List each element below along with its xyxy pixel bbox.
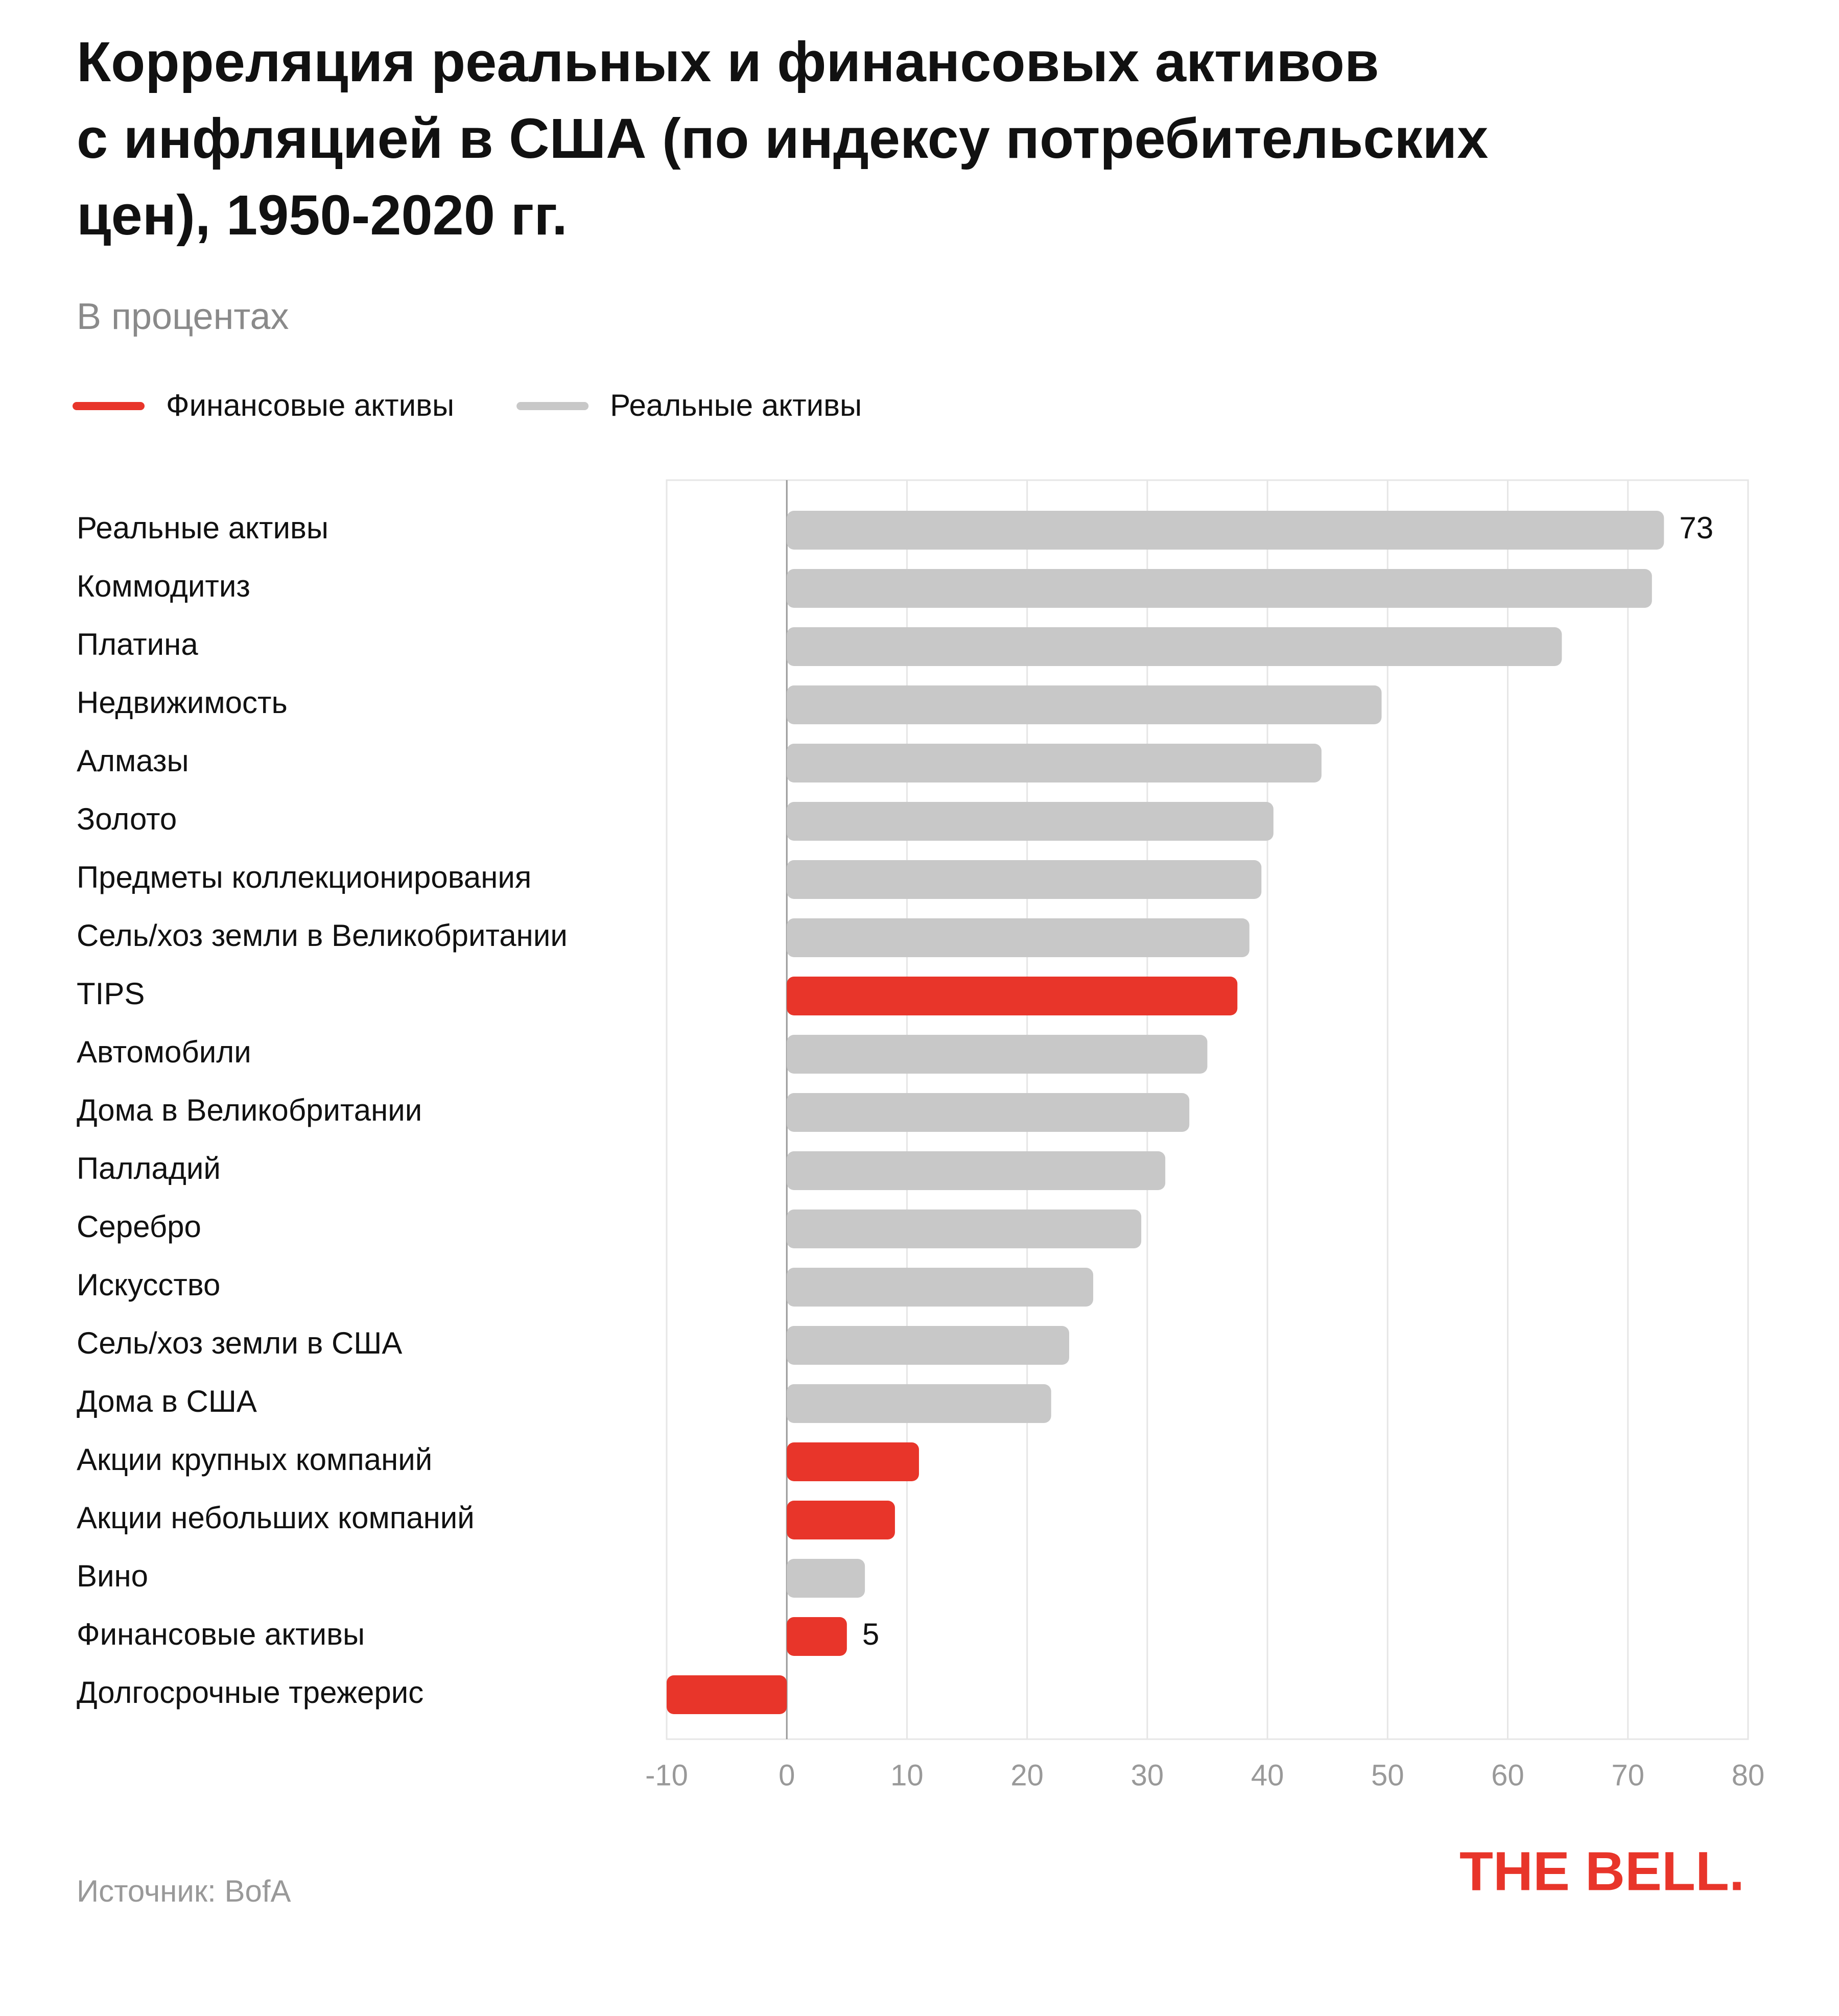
subtitle: В процентах (77, 296, 289, 337)
logo: THE BELL. (1459, 1840, 1744, 1902)
y-tick-label: TIPS (77, 977, 145, 1011)
y-tick-label: Золото (77, 802, 177, 836)
y-tick-label: Сель/хоз земли в США (77, 1326, 402, 1360)
y-tick-label: Недвижимость (77, 685, 288, 720)
chart-title: цен), 1950-2020 гг. (77, 184, 568, 247)
y-tick-label: Коммодитиз (77, 569, 250, 603)
y-tick-label: Автомобили (77, 1035, 251, 1069)
y-tick-label: Серебро (77, 1209, 201, 1244)
bar (787, 977, 1238, 1015)
x-tick-label: 40 (1251, 1759, 1284, 1792)
x-tick-label: 0 (779, 1759, 795, 1792)
bar (787, 627, 1562, 666)
y-tick-label: Дома в США (77, 1384, 257, 1418)
y-tick-label: Палладий (77, 1151, 221, 1185)
source: Источник: BofA (77, 1874, 291, 1908)
bar (787, 1268, 1094, 1307)
value-label: 5 (862, 1617, 879, 1651)
x-tick-label: 60 (1491, 1759, 1524, 1792)
y-tick-label: Платина (77, 627, 198, 661)
y-tick-label: Предметы коллекционирования (77, 860, 531, 894)
x-tick-label: 30 (1131, 1759, 1164, 1792)
y-tick-label: Долгосрочные трежерис (77, 1675, 423, 1710)
y-tick-label: Сель/хоз земли в Великобритании (77, 918, 568, 953)
chart-title: с инфляцией в США (по индексу потребител… (77, 107, 1488, 170)
value-label: 73 (1679, 511, 1713, 545)
x-tick-label: 80 (1732, 1759, 1765, 1792)
legend-label: Финансовые активы (166, 388, 454, 422)
x-tick-label: 50 (1371, 1759, 1404, 1792)
y-tick-label: Вино (77, 1559, 148, 1593)
x-tick-label: -10 (645, 1759, 688, 1792)
y-tick-label: Акции крупных компаний (77, 1442, 432, 1477)
legend-label: Реальные активы (610, 388, 862, 422)
bar (787, 511, 1664, 550)
x-tick-label: 70 (1612, 1759, 1645, 1792)
bar (787, 802, 1274, 841)
bar (787, 744, 1322, 782)
bar (787, 685, 1382, 724)
y-tick-label: Алмазы (77, 744, 189, 778)
x-tick-label: 10 (890, 1759, 924, 1792)
y-tick-label: Дома в Великобритании (77, 1093, 422, 1127)
bar (787, 918, 1249, 957)
chart-title: Корреляция реальных и финансовых активов (77, 31, 1379, 93)
y-tick-label: Реальные активы (77, 511, 328, 545)
y-tick-label: Финансовые активы (77, 1617, 365, 1651)
x-tick-label: 20 (1010, 1759, 1044, 1792)
bar (787, 1442, 919, 1481)
bar (787, 569, 1652, 608)
bar (787, 1501, 895, 1539)
bar (787, 1384, 1051, 1423)
y-tick-label: Акции небольших компаний (77, 1501, 475, 1535)
bar (787, 1209, 1142, 1248)
bar (787, 1035, 1208, 1074)
bar (787, 1617, 847, 1656)
bar (787, 860, 1262, 899)
bar (787, 1326, 1069, 1365)
bar (787, 1151, 1166, 1190)
bar (787, 1093, 1190, 1132)
bar (667, 1675, 787, 1714)
bar (787, 1559, 865, 1598)
y-tick-label: Искусство (77, 1268, 220, 1302)
